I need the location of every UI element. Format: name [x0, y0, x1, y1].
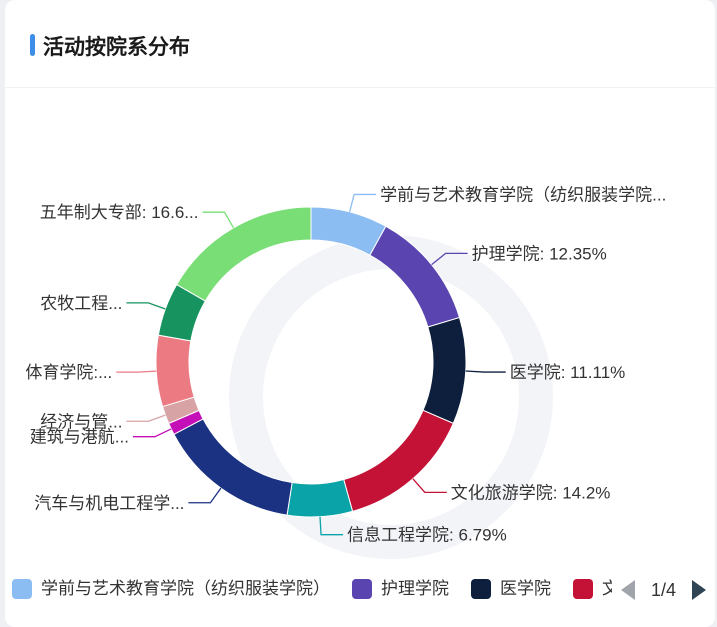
legend-swatch [471, 579, 491, 599]
legend-item[interactable]: 护理学院 [352, 574, 449, 604]
slice-label: 医学院: 11.11% [510, 363, 626, 382]
slice-label: 体育学院:... [25, 363, 112, 382]
slice-label: 农牧工程... [40, 294, 122, 313]
label-leader-line [465, 370, 506, 373]
card-title: 活动按院系分布 [43, 36, 190, 59]
label-leader-line [431, 252, 468, 266]
legend-label: 护理学院 [381, 579, 449, 598]
slice-label: 五年制大专部: 16.6... [40, 203, 199, 222]
legend-next-arrow-icon[interactable] [692, 580, 707, 600]
label-leader-line [116, 370, 157, 373]
legend-item[interactable]: 文化旅游学院 [573, 574, 612, 604]
legend-page-indicator: 1/4 [651, 579, 677, 600]
label-leader-line [202, 211, 235, 229]
card-header: 活动按院系分布 [5, 0, 715, 88]
legend-item[interactable]: 医学院 [471, 574, 551, 604]
slice-label: 文化旅游学院: 14.2% [451, 483, 611, 502]
label-leader-line [132, 428, 172, 438]
legend-pager: 1/4 [621, 575, 707, 605]
pie-slice [422, 316, 467, 425]
slice-label: 护理学院: 12.35% [472, 244, 607, 263]
donut-chart: 学前与艺术教育学院（纺织服装学院... 护理学院: 12.35% 医学院: 11.1… [25, 185, 666, 559]
legend-item[interactable]: 学前与艺术教育学院（纺织服装学院） [12, 574, 330, 604]
title-accent-bar [30, 34, 35, 56]
chart-legend: 学前与艺术教育学院（纺织服装学院） 护理学院 医学院 文化旅游学院 [12, 574, 612, 606]
pie-slice [176, 206, 312, 302]
label-leader-line [412, 478, 447, 493]
legend-prev-arrow-icon[interactable] [621, 580, 635, 600]
label-leader-line [188, 487, 222, 504]
pie-slice [343, 409, 454, 512]
legend-label: 医学院 [500, 579, 551, 598]
label-leader-line [319, 516, 344, 536]
chart-card: 活动按院系分布 学前与艺术教育学院（纺织服装学院... 护理学院: 12.35% 医… [5, 0, 715, 627]
legend-swatch [573, 579, 593, 599]
slice-label: 汽车与机电工程学... [34, 494, 184, 513]
label-leader-line [349, 193, 377, 213]
pie-slice [286, 478, 354, 518]
slice-label: 信息工程学院: 6.79% [347, 526, 507, 545]
slice-label: 学前与艺术教育学院（纺织服装学院... [380, 185, 666, 204]
slice-label: 建筑与港航... [30, 428, 129, 447]
legend-label: 学前与艺术教育学院（纺织服装学院） [41, 579, 330, 598]
label-leader-line [126, 302, 166, 310]
legend-swatch [352, 579, 372, 599]
legend-swatch [12, 579, 32, 599]
legend-label: 文化旅游学院 [602, 579, 612, 598]
label-leader-line [126, 414, 166, 422]
pie-slice [155, 334, 195, 408]
slice-label: 经济与管... [40, 412, 122, 431]
